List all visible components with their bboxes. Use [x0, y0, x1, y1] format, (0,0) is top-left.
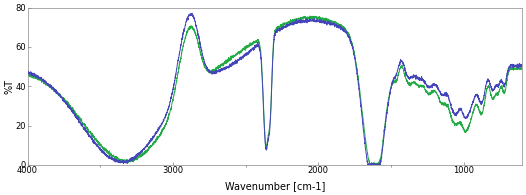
Y-axis label: %T: %T: [4, 79, 14, 94]
X-axis label: Wavenumber [cm-1]: Wavenumber [cm-1]: [225, 181, 325, 191]
